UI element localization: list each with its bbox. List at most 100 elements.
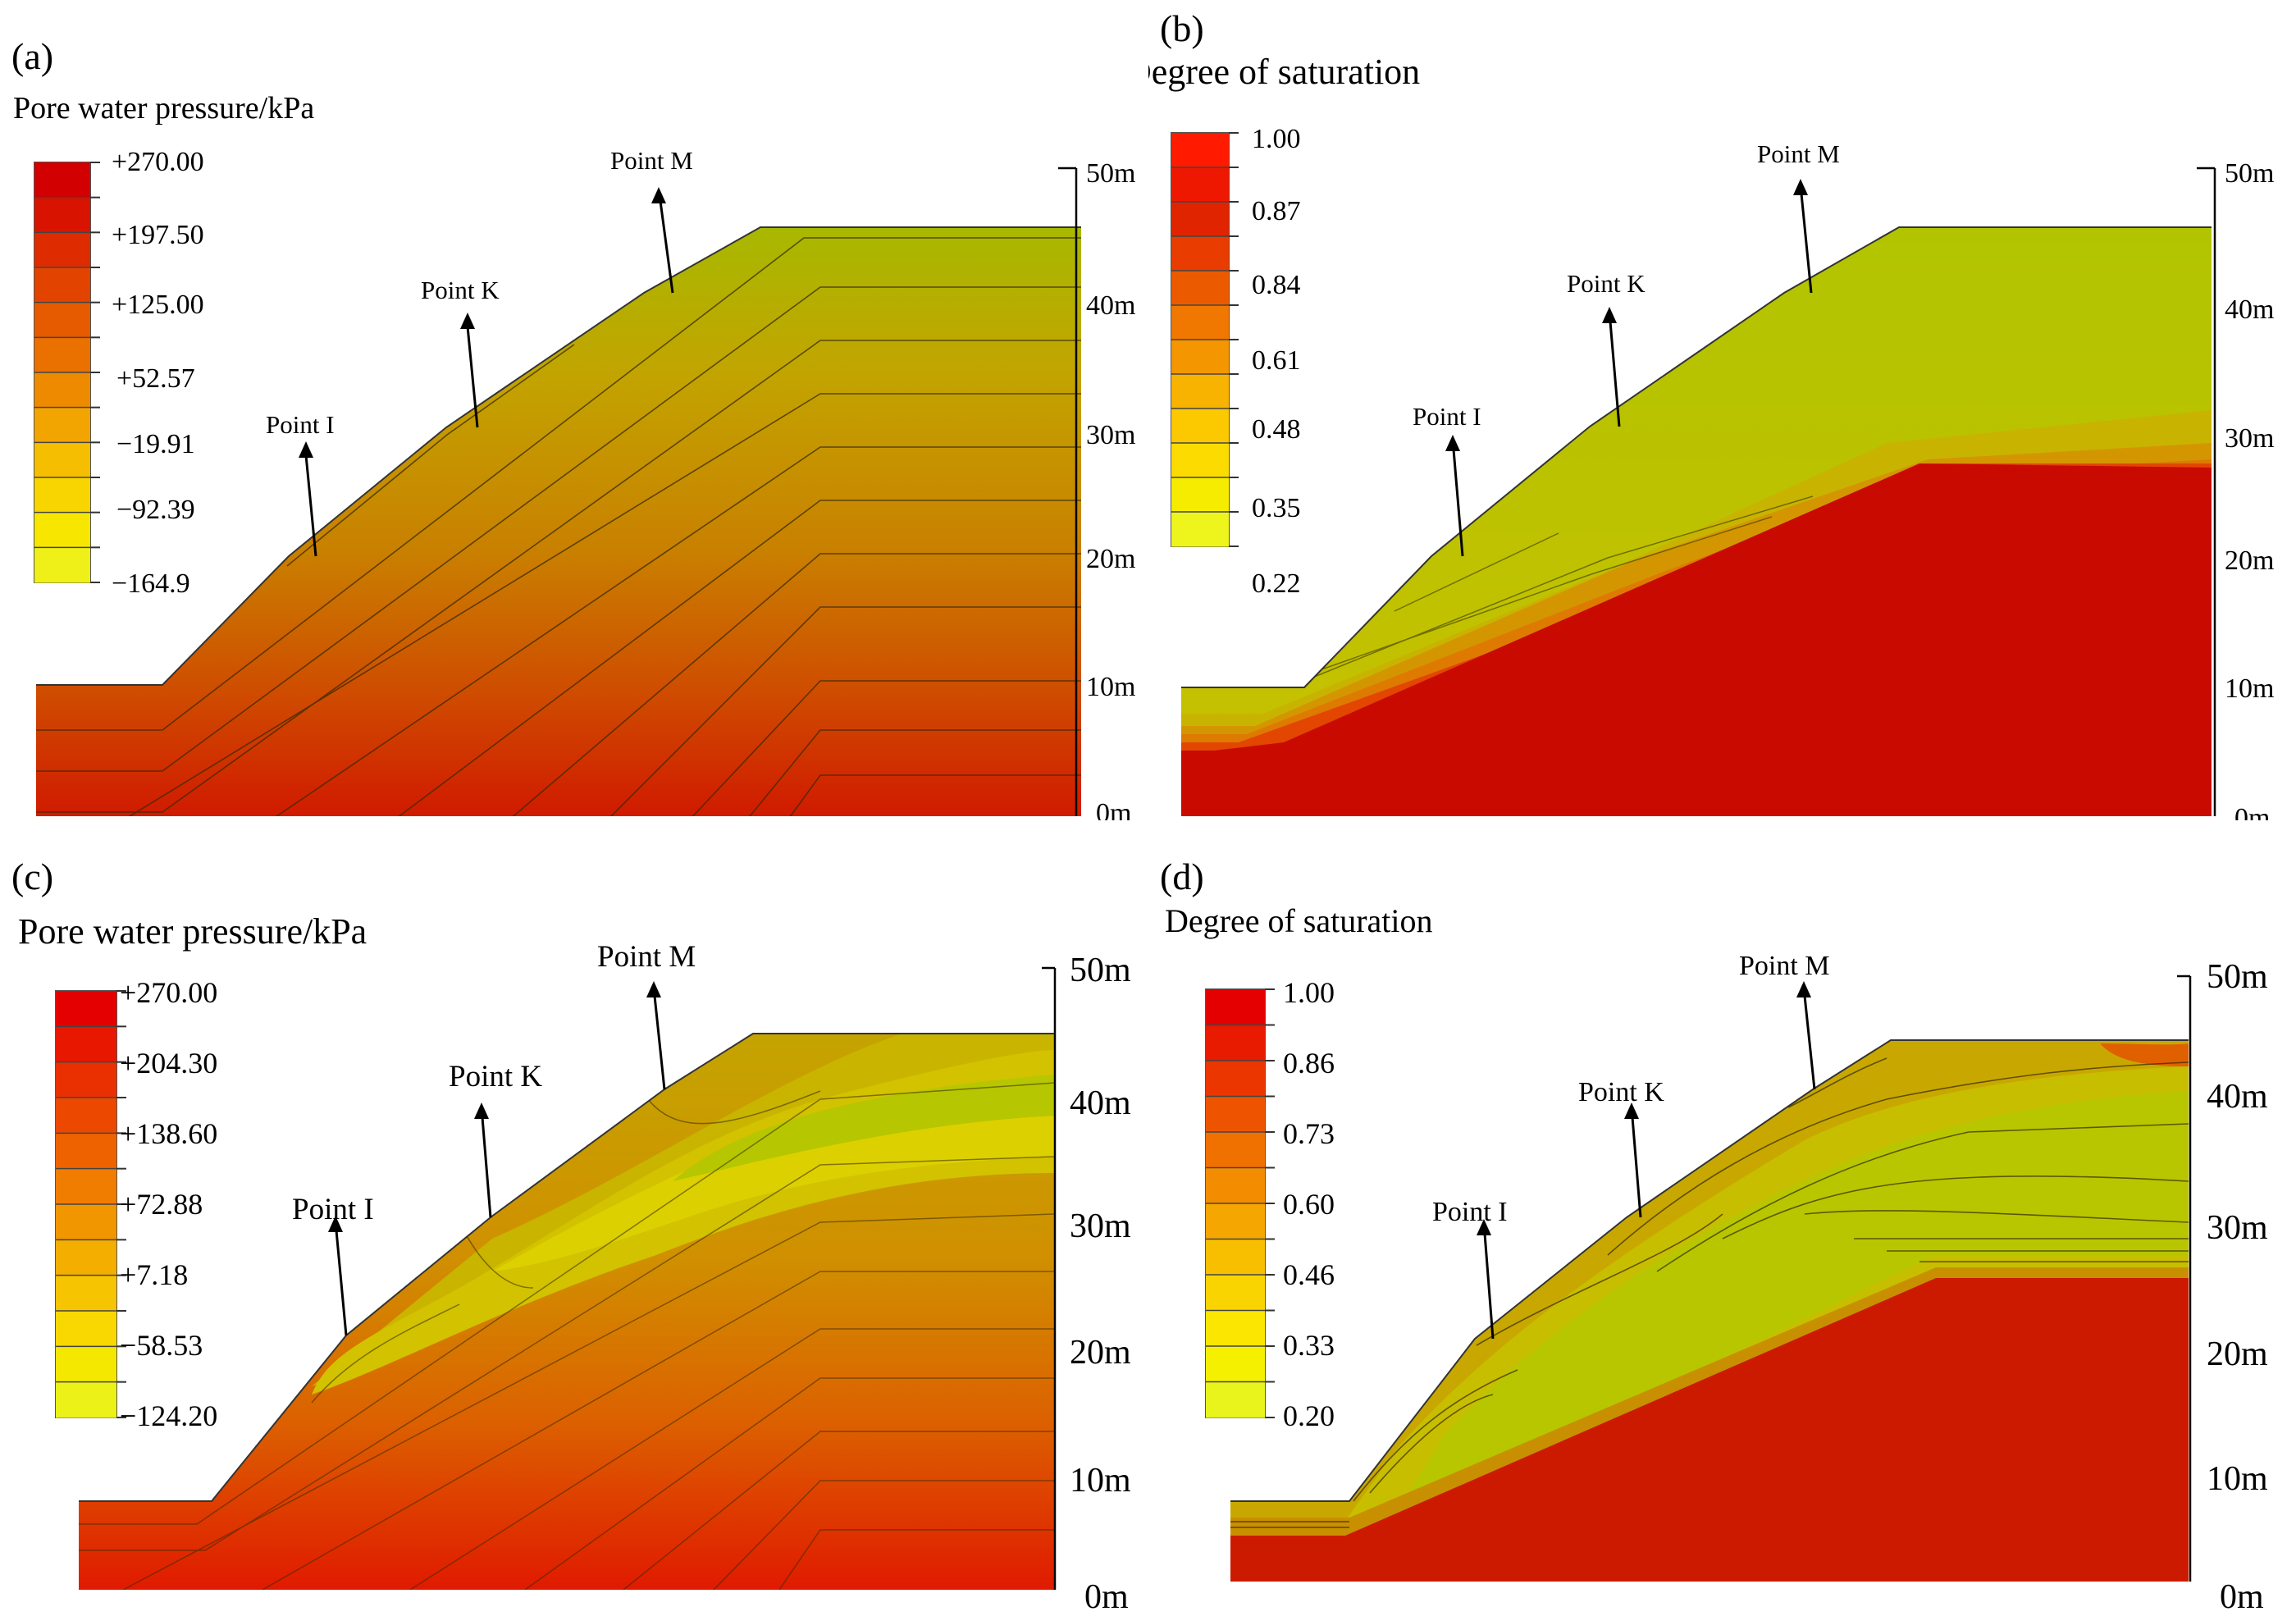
- panel-c: (c) Pore water pressure/kPa: [11, 856, 1131, 1616]
- legend-swatch: [34, 302, 90, 338]
- scale-tick: 10m: [2225, 673, 2274, 704]
- legend-swatch: [34, 197, 90, 233]
- slope-field: [1181, 226, 2212, 816]
- legend-swatch: [34, 232, 90, 268]
- legend-swatch: [1171, 477, 1229, 513]
- scale-tick: 0m: [1084, 1578, 1129, 1616]
- panel-d: (d) Degree of saturation: [1160, 856, 2268, 1616]
- scale-tick: 30m: [2225, 423, 2274, 454]
- legend-swatch: [56, 991, 116, 1027]
- legend-tick: +52.57: [116, 363, 195, 394]
- point-i-label: Point I: [1432, 1197, 1508, 1227]
- scale-tick: 40m: [2225, 294, 2274, 325]
- legend-swatch: [1206, 1132, 1265, 1168]
- point-markers: [1445, 179, 1813, 557]
- elevation-scale: [1042, 966, 1057, 1590]
- legend-swatch: [34, 372, 90, 409]
- legend-swatch: [1206, 1310, 1265, 1347]
- legend-tick: 0.60: [1283, 1188, 1335, 1221]
- legend-tick: 0.86: [1283, 1047, 1335, 1080]
- legend-tick: 0.35: [1252, 493, 1301, 523]
- legend-swatch: [1206, 1061, 1265, 1097]
- legend-swatch: [1171, 202, 1229, 237]
- color-legend: +270.00 +204.30 +138.60 +72.88 +7.18 −58…: [55, 976, 217, 1432]
- panel-title: Pore water pressure/kPa: [18, 911, 367, 952]
- scale-tick: 40m: [1070, 1084, 1131, 1122]
- legend-swatch: [1206, 1096, 1265, 1133]
- legend-tick: 1.00: [1283, 976, 1335, 1009]
- scale-tick: 50m: [1086, 158, 1135, 189]
- legend-swatch: [1206, 989, 1265, 1025]
- panel-label: (b): [1160, 7, 1204, 49]
- point-i-label: Point I: [1413, 402, 1481, 431]
- legend-tick: +197.50: [112, 220, 204, 250]
- legend-swatch: [1171, 443, 1229, 478]
- color-legend: 1.00 0.86 0.73 0.60 0.46 0.33 0.20: [1205, 976, 1335, 1432]
- legend-tick: −124.20: [120, 1399, 217, 1432]
- scale-tick: 10m: [1070, 1462, 1131, 1500]
- point-m-label: Point M: [1739, 951, 1830, 981]
- slope-field: [1230, 1039, 2189, 1582]
- scale-tick: 0m: [2234, 803, 2270, 820]
- legend-tick: 0.61: [1252, 345, 1301, 376]
- legend-swatch: [1171, 340, 1229, 375]
- legend-swatch: [34, 162, 90, 199]
- legend-tick: 0.48: [1252, 414, 1301, 445]
- scale-tick: 40m: [1086, 290, 1135, 321]
- legend-tick: −58.53: [120, 1329, 203, 1362]
- point-m-label: Point M: [610, 146, 693, 175]
- panel-a: (a) Pore water pressure/kPa +270.00 +197…: [11, 35, 1135, 820]
- legend-swatch: [1206, 1346, 1265, 1382]
- panel-title: Degree of saturation: [1165, 902, 1433, 939]
- legend-tick: +270.00: [120, 976, 217, 1009]
- legend-swatch: [56, 1026, 116, 1063]
- scale-tick: 0m: [2220, 1578, 2264, 1616]
- scale-tick: 20m: [1070, 1334, 1131, 1372]
- scale-tick: 10m: [2207, 1460, 2268, 1498]
- scale-tick: 20m: [2207, 1335, 2268, 1373]
- legend-tick: +270.00: [112, 147, 204, 177]
- legend-tick: +7.18: [120, 1258, 188, 1291]
- panel-label: (a): [11, 35, 53, 77]
- legend-swatch: [1171, 271, 1229, 306]
- legend-swatch: [56, 1239, 116, 1276]
- legend-tick: 0.87: [1252, 196, 1301, 226]
- elevation-scale: [1058, 167, 1078, 816]
- legend-swatch: [1171, 409, 1229, 444]
- legend-swatch: [56, 1204, 116, 1240]
- legend-tick: 0.46: [1283, 1258, 1335, 1291]
- legend-tick: 0.22: [1252, 568, 1301, 599]
- slope-field: [79, 1033, 1055, 1590]
- scale-tick: 30m: [1086, 420, 1135, 450]
- scale-tick: 40m: [2207, 1078, 2268, 1116]
- point-markers: [328, 981, 666, 1336]
- elevation-scale: [2177, 975, 2192, 1582]
- point-k-label: Point K: [421, 276, 500, 304]
- legend-swatch: [56, 1275, 116, 1312]
- point-i-label: Point I: [266, 410, 335, 439]
- color-legend: +270.00 +197.50 +125.00 +52.57 −19.91 −9…: [34, 147, 204, 599]
- legend-swatch: [1171, 133, 1229, 168]
- legend-swatch: [56, 1381, 116, 1418]
- legend-swatch: [34, 442, 90, 478]
- legend-swatch: [56, 1168, 116, 1205]
- legend-swatch: [56, 1133, 116, 1170]
- panel-title: Pore water pressure/kPa: [13, 91, 314, 126]
- scale-tick: 20m: [1086, 544, 1135, 574]
- point-m-label: Point M: [1757, 139, 1840, 168]
- legend-swatch: [1171, 305, 1229, 340]
- scale-tick: 50m: [2225, 158, 2274, 189]
- color-legend: 1.00 0.87 0.84 0.61 0.48 0.35 0.22: [1171, 124, 1301, 599]
- legend-swatch: [1206, 1381, 1265, 1418]
- point-markers: [1477, 981, 1816, 1340]
- legend-swatch: [56, 1061, 116, 1098]
- legend-tick: +138.60: [120, 1117, 217, 1150]
- point-k-label: Point K: [1578, 1077, 1664, 1107]
- legend-tick: +125.00: [112, 290, 204, 320]
- elevation-scale: [2197, 167, 2216, 816]
- legend-tick: 1.00: [1252, 124, 1301, 154]
- legend-swatch: [34, 337, 90, 373]
- legend-swatch: [1206, 1203, 1265, 1239]
- point-k-label: Point K: [449, 1060, 542, 1093]
- scale-tick: 0m: [1096, 798, 1131, 820]
